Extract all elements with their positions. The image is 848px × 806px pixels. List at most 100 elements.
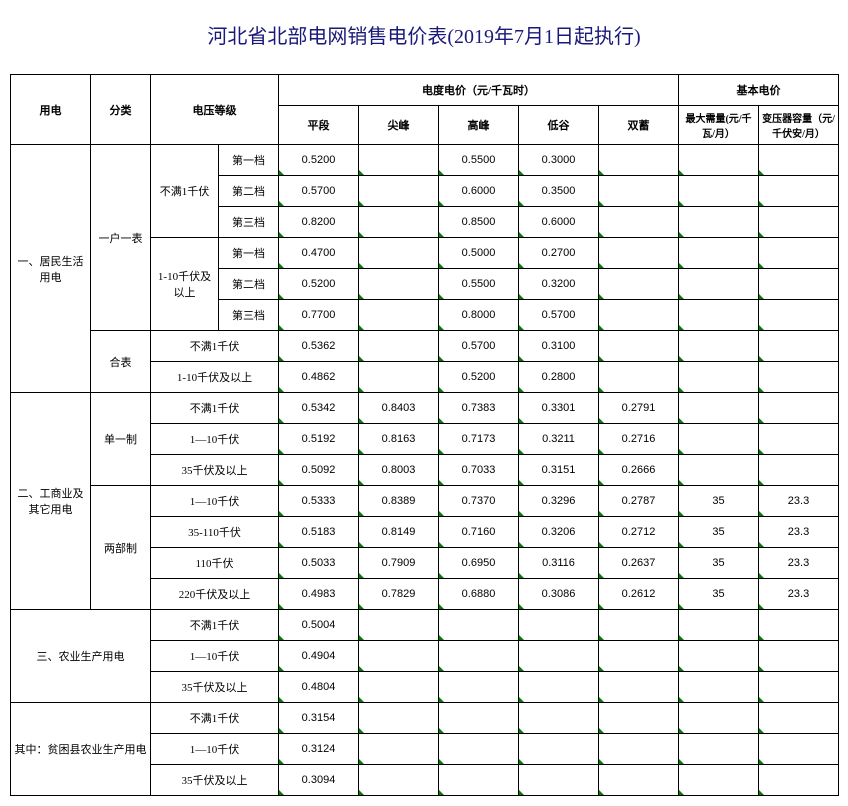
val: 0.8500 xyxy=(439,207,519,238)
val xyxy=(359,238,439,269)
val: 0.3100 xyxy=(519,331,599,362)
val xyxy=(359,207,439,238)
val: 0.8000 xyxy=(439,300,519,331)
h-flat: 平段 xyxy=(279,106,359,145)
val: 0.2716 xyxy=(599,424,679,455)
val xyxy=(679,176,759,207)
val xyxy=(519,672,599,703)
val xyxy=(759,362,839,393)
val: 0.3000 xyxy=(519,145,599,176)
val xyxy=(759,610,839,641)
val: 0.3151 xyxy=(519,455,599,486)
s1-cat2: 合表 xyxy=(91,331,151,393)
val: 0.8149 xyxy=(359,517,439,548)
val: 0.5333 xyxy=(279,486,359,517)
price-table: 用电 分类 电压等级 电度电价（元/千瓦时） 基本电价 平段 尖峰 高峰 低谷 … xyxy=(10,74,839,796)
val: 0.3500 xyxy=(519,176,599,207)
val: 0.5500 xyxy=(439,145,519,176)
val xyxy=(359,269,439,300)
page-title: 河北省北部电网销售电价表(2019年7月1日起执行) xyxy=(10,20,838,49)
voltage: 220千伏及以上 xyxy=(151,579,279,610)
val: 0.5500 xyxy=(439,269,519,300)
voltage: 1-10千伏及以上 xyxy=(151,362,279,393)
val: 0.3200 xyxy=(519,269,599,300)
val: 0.5192 xyxy=(279,424,359,455)
val: 0.8200 xyxy=(279,207,359,238)
val: 0.6000 xyxy=(439,176,519,207)
val: 0.2666 xyxy=(599,455,679,486)
val xyxy=(599,207,679,238)
s2-cat1: 单一制 xyxy=(91,393,151,486)
val: 0.2637 xyxy=(599,548,679,579)
table-row: 合表 不满1千伏 0.5362 0.57000.3100 xyxy=(11,331,839,362)
val xyxy=(599,331,679,362)
val: 0.4904 xyxy=(279,641,359,672)
val: 0.8403 xyxy=(359,393,439,424)
h-sharp: 尖峰 xyxy=(359,106,439,145)
val: 0.5700 xyxy=(519,300,599,331)
val xyxy=(359,703,439,734)
val xyxy=(519,641,599,672)
val xyxy=(519,734,599,765)
table-row: 二、工商业及其它用电 单一制 不满1千伏 0.5342 0.8403 0.738… xyxy=(11,393,839,424)
val xyxy=(759,703,839,734)
val xyxy=(439,765,519,796)
val xyxy=(359,362,439,393)
val: 23.3 xyxy=(759,579,839,610)
val xyxy=(599,703,679,734)
val xyxy=(439,610,519,641)
val xyxy=(679,207,759,238)
voltage: 不满1千伏 xyxy=(151,331,279,362)
val: 0.7829 xyxy=(359,579,439,610)
tier: 第三档 xyxy=(219,207,279,238)
val xyxy=(759,641,839,672)
val xyxy=(679,641,759,672)
val xyxy=(359,331,439,362)
val xyxy=(519,765,599,796)
val: 0.3124 xyxy=(279,734,359,765)
val: 0.3206 xyxy=(519,517,599,548)
val: 0.5004 xyxy=(279,610,359,641)
table-row: 一、居民生活用电 一户一表 不满1千伏 第一档 0.5200 0.5500 0.… xyxy=(11,145,839,176)
val xyxy=(679,362,759,393)
val: 0.2791 xyxy=(599,393,679,424)
tier: 第二档 xyxy=(219,269,279,300)
val: 23.3 xyxy=(759,517,839,548)
val xyxy=(439,734,519,765)
val xyxy=(679,300,759,331)
val: 0.5700 xyxy=(439,331,519,362)
table-row: 其中：贫困县农业生产用电 不满1千伏 0.3154 xyxy=(11,703,839,734)
val: 35 xyxy=(679,579,759,610)
val xyxy=(759,331,839,362)
val xyxy=(759,734,839,765)
val: 23.3 xyxy=(759,548,839,579)
val xyxy=(679,269,759,300)
val: 0.5200 xyxy=(279,269,359,300)
val: 35 xyxy=(679,548,759,579)
h-peak: 高峰 xyxy=(439,106,519,145)
val: 0.3211 xyxy=(519,424,599,455)
table-row: 三、农业生产用电 不满1千伏 0.5004 xyxy=(11,610,839,641)
val: 0.3154 xyxy=(279,703,359,734)
voltage: 35千伏及以上 xyxy=(151,672,279,703)
val xyxy=(439,672,519,703)
val xyxy=(679,424,759,455)
voltage: 1—10千伏 xyxy=(151,734,279,765)
section-1: 一、居民生活用电 xyxy=(11,145,91,393)
val xyxy=(679,145,759,176)
val xyxy=(599,610,679,641)
val xyxy=(759,207,839,238)
val: 0.5183 xyxy=(279,517,359,548)
val xyxy=(599,641,679,672)
val xyxy=(759,300,839,331)
val xyxy=(759,393,839,424)
val: 0.3094 xyxy=(279,765,359,796)
val xyxy=(759,765,839,796)
val xyxy=(599,300,679,331)
val: 0.3086 xyxy=(519,579,599,610)
table-row: 两部制 1—10千伏 0.53330.8389 0.73700.3296 0.2… xyxy=(11,486,839,517)
section-3: 三、农业生产用电 xyxy=(11,610,151,703)
voltage: 1—10千伏 xyxy=(151,486,279,517)
val: 0.2800 xyxy=(519,362,599,393)
val xyxy=(359,765,439,796)
